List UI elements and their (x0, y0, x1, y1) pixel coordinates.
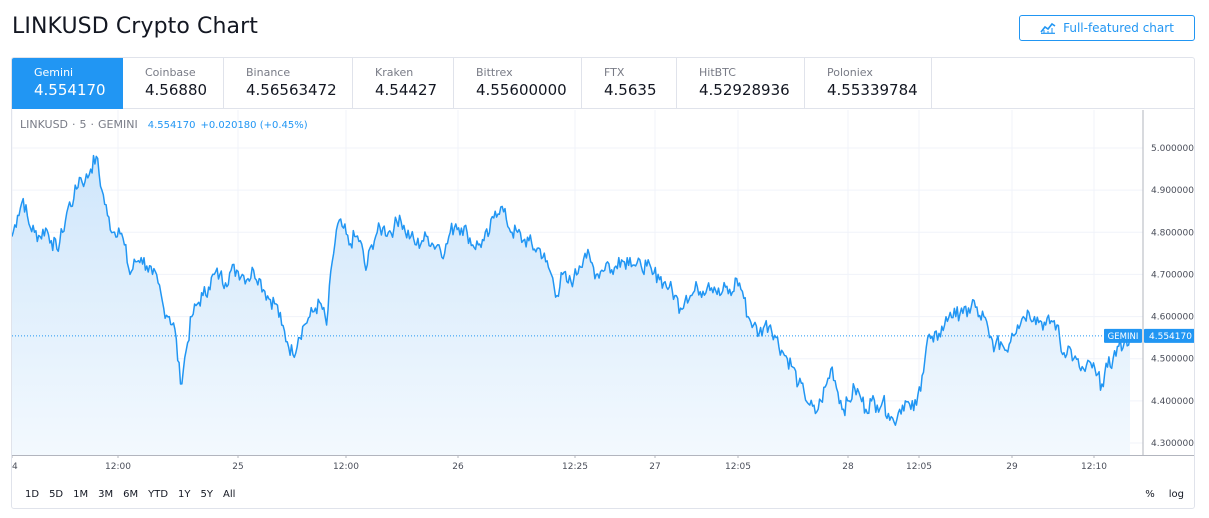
y-tick-label: 4.700000 (1151, 270, 1194, 280)
range-ytd[interactable]: YTD (148, 489, 169, 500)
exchange-name: FTX (604, 66, 625, 79)
exchange-name: HitBTC (699, 66, 736, 79)
tabs-filler (932, 58, 1194, 109)
y-tick-label: 4.600000 (1151, 313, 1194, 323)
price-tag-background (1144, 328, 1194, 343)
y-tick-label: 4.300000 (1151, 439, 1194, 449)
exchange-name: Binance (246, 66, 291, 79)
tab-hitbtc[interactable]: HitBTC 4.52928936 (677, 58, 805, 109)
exchange-tag-background (1104, 328, 1142, 343)
tab-kraken[interactable]: Kraken 4.54427 (353, 58, 454, 109)
x-tick-label: 12:00 (333, 462, 359, 472)
x-tick-label: 27 (649, 462, 660, 472)
legend-symbol: LINKUSD (20, 118, 69, 131)
price-chart[interactable]: 5.000000 4.900000 4.800000 4.700000 4.600000… (12, 58, 1195, 509)
y-tick-label: 4.800000 (1151, 228, 1194, 238)
y-tick-label: 5.000000 (1151, 144, 1194, 154)
y-tick-label: 4.900000 (1151, 186, 1194, 196)
x-tick-label: 29 (1006, 462, 1018, 472)
legend-exchange: GEMINI (98, 118, 138, 131)
tab-bittrex[interactable]: Bittrex 4.55600000 (454, 58, 582, 109)
range-1m[interactable]: 1M (73, 489, 89, 500)
exchange-name: Bittrex (476, 66, 513, 79)
range-all[interactable]: All (223, 489, 236, 500)
tab-coinbase[interactable]: Coinbase 4.56880 (123, 58, 224, 109)
legend-change: +0.020180 (+0.45%) (200, 120, 308, 131)
range-6m[interactable]: 6M (123, 489, 139, 500)
range-1d[interactable]: 1D (25, 489, 40, 500)
x-tick-label: 12:00 (105, 462, 131, 472)
exchange-price: 4.5635 (604, 81, 657, 99)
page-title: LINKUSD Crypto Chart (12, 14, 258, 39)
x-tick-label: 28 (842, 462, 854, 472)
full-featured-chart-label: Full-featured chart (1063, 21, 1174, 35)
range-1y[interactable]: 1Y (178, 489, 191, 500)
legend-separator: · (72, 118, 76, 131)
y-tick-label: 4.500000 (1151, 355, 1194, 365)
log-scale-toggle[interactable]: log (1168, 489, 1184, 500)
price-tag-label: 4.554170 (1149, 332, 1192, 342)
exchange-name: Gemini (34, 66, 74, 79)
price-line (12, 154, 1131, 426)
exchange-price: 4.55339784 (827, 81, 918, 99)
price-axis[interactable]: 5.000000 4.900000 4.800000 4.700000 4.600000… (1151, 144, 1194, 449)
y-tick-label: 4.400000 (1151, 397, 1194, 407)
exchange-price: 4.56563472 (246, 81, 337, 99)
x-tick-label: 24 (12, 462, 18, 472)
exchange-tabs: Gemini 4.554170 Coinbase 4.56880 Binance… (12, 58, 932, 109)
x-tick-label: 25 (232, 462, 243, 472)
chart-legend: LINKUSD · 5 · GEMINI 4.554170 +0.020180 … (20, 118, 308, 131)
exchange-name: Poloniex (827, 66, 873, 79)
x-tick-label: 12:10 (1081, 462, 1107, 472)
legend-interval: 5 (79, 118, 87, 131)
range-5d[interactable]: 5D (49, 489, 64, 500)
range-selector: 1D 5D 1M 3M 6M YTD 1Y 5Y All (25, 489, 235, 500)
exchange-name: Kraken (375, 66, 414, 79)
exchange-price: 4.52928936 (699, 81, 790, 99)
exchange-name: Coinbase (145, 66, 196, 79)
chart-widget: Gemini 4.554170 Coinbase 4.56880 Binance… (11, 57, 1195, 509)
x-tick-label: 12:25 (562, 462, 588, 472)
exchange-price: 4.55600000 (476, 81, 567, 99)
chart-line-icon (1040, 22, 1056, 34)
tab-binance[interactable]: Binance 4.56563472 (224, 58, 353, 109)
exchange-price: 4.56880 (145, 81, 208, 99)
exchange-tag-label: GEMINI (1108, 332, 1139, 342)
range-5y[interactable]: 5Y (200, 489, 214, 500)
tab-ftx[interactable]: FTX 4.5635 (582, 58, 677, 109)
exchange-price: 4.554170 (34, 81, 106, 99)
x-tick-label: 26 (452, 462, 464, 472)
percent-scale-toggle[interactable]: % (1145, 489, 1155, 500)
current-price-tag: GEMINI 4.554170 (1104, 328, 1194, 343)
tab-poloniex[interactable]: Poloniex 4.55339784 (805, 58, 932, 109)
price-area (12, 155, 1130, 455)
time-axis[interactable]: 24 12:00 25 12:00 26 12:25 27 12:05 28 12:05 29 12:… (12, 455, 1107, 472)
tab-gemini[interactable]: Gemini 4.554170 (12, 58, 123, 109)
legend-separator: · (90, 118, 95, 131)
legend-price: 4.554170 (147, 120, 196, 131)
exchange-price: 4.54427 (375, 81, 438, 99)
range-3m[interactable]: 3M (98, 489, 114, 500)
x-tick-label: 12:05 (725, 462, 751, 472)
scale-options: % log (1145, 489, 1184, 500)
x-tick-label: 12:05 (906, 462, 932, 472)
full-featured-chart-button[interactable]: Full-featured chart (1019, 15, 1195, 41)
